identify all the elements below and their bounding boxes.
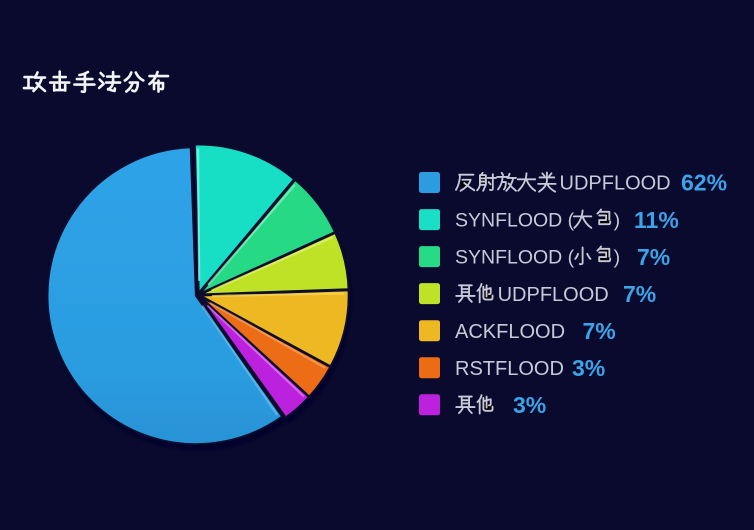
svg-text:RSTFLOOD: RSTFLOOD <box>455 358 564 380</box>
svg-text:UDPFLOOD: UDPFLOOD <box>498 284 609 306</box>
svg-text:): ) <box>614 210 621 232</box>
svg-text:ACKFLOOD: ACKFLOOD <box>455 321 565 343</box>
svg-text:): ) <box>614 247 621 269</box>
svg-text:3%: 3% <box>572 355 605 381</box>
svg-text:SYNFLOOD (: SYNFLOOD ( <box>455 210 575 232</box>
svg-text:7%: 7% <box>637 244 670 270</box>
svg-text:11%: 11% <box>634 207 679 233</box>
svg-text:7%: 7% <box>583 318 616 344</box>
svg-text:62%: 62% <box>681 170 727 196</box>
svg-text:SYNFLOOD (: SYNFLOOD ( <box>455 247 575 269</box>
svg-text:7%: 7% <box>623 281 656 307</box>
svg-text:3%: 3% <box>513 392 546 418</box>
svg-text:UDPFLOOD: UDPFLOOD <box>560 173 671 195</box>
